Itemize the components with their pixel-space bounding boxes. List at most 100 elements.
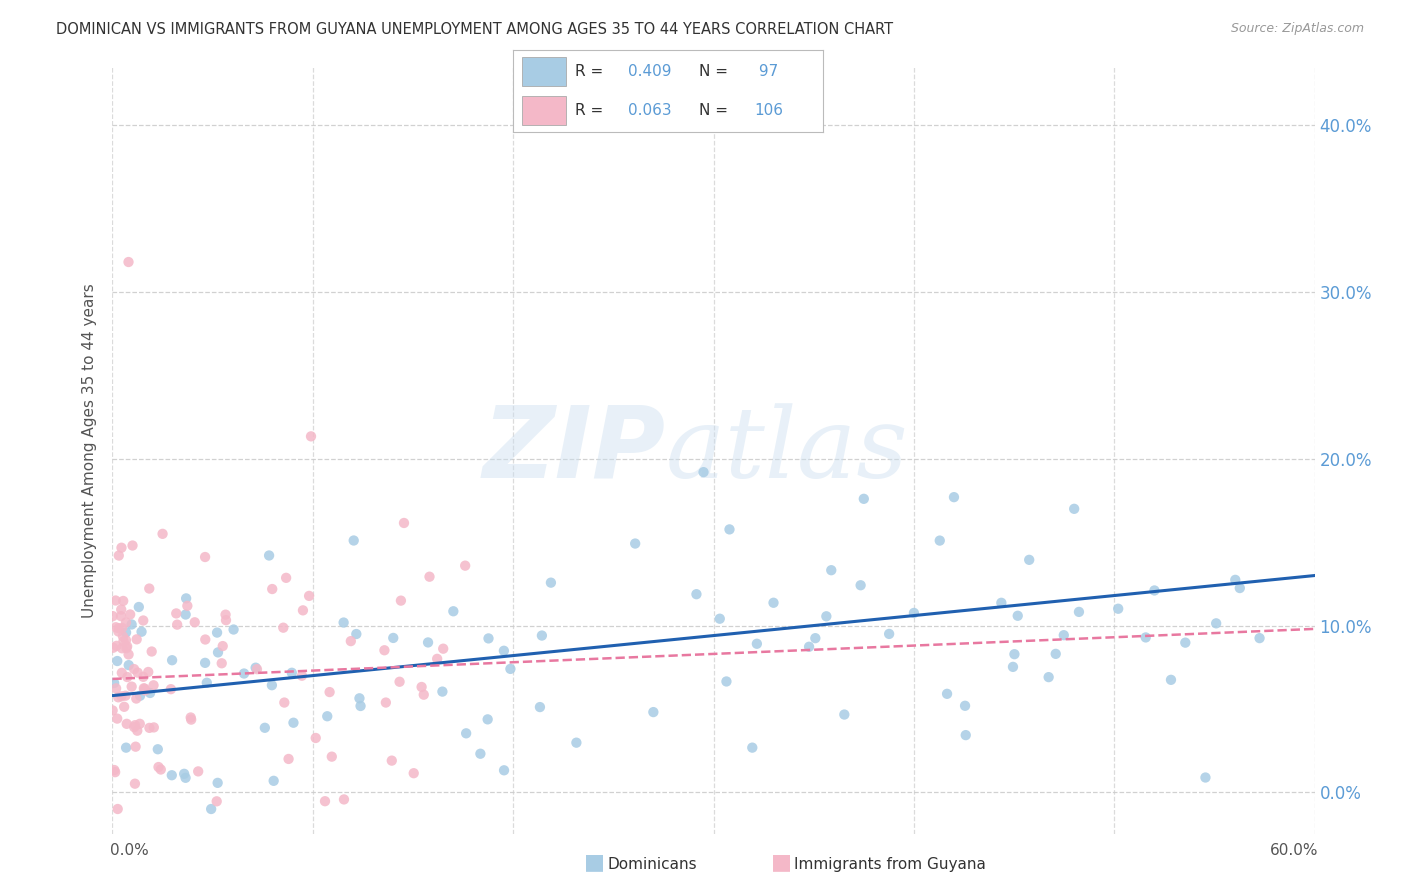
Point xyxy=(211,639,233,653)
Point xyxy=(111,621,134,635)
Point xyxy=(253,721,276,735)
Point xyxy=(1143,583,1166,598)
Point xyxy=(194,632,217,647)
Point xyxy=(121,680,143,694)
Point xyxy=(205,625,228,640)
Point xyxy=(107,802,129,816)
Point xyxy=(142,678,165,692)
Point xyxy=(180,710,202,724)
Point xyxy=(349,691,371,706)
Point xyxy=(112,594,135,608)
Point xyxy=(314,794,336,808)
Point xyxy=(1160,673,1182,687)
Point xyxy=(233,666,256,681)
Point xyxy=(273,696,295,710)
Point xyxy=(111,641,134,656)
Y-axis label: Unemployment Among Ages 35 to 44 years: Unemployment Among Ages 35 to 44 years xyxy=(82,283,97,618)
Point xyxy=(1007,608,1029,623)
Point xyxy=(692,465,714,479)
Point xyxy=(200,802,222,816)
Point xyxy=(174,607,197,622)
Point xyxy=(1067,605,1090,619)
Point xyxy=(107,621,129,635)
Point xyxy=(263,773,285,788)
Point xyxy=(174,591,197,606)
Point xyxy=(103,763,125,777)
Point xyxy=(105,654,128,668)
Point xyxy=(412,688,434,702)
Text: 97: 97 xyxy=(755,64,779,78)
Point xyxy=(127,665,149,680)
Point xyxy=(624,536,647,550)
Point xyxy=(820,563,842,577)
FancyBboxPatch shape xyxy=(523,96,565,126)
Text: R =: R = xyxy=(575,64,609,78)
Point xyxy=(477,712,499,726)
Point xyxy=(402,766,425,780)
Point xyxy=(134,681,156,696)
FancyBboxPatch shape xyxy=(523,56,565,86)
Point xyxy=(477,632,499,646)
Text: 0.409: 0.409 xyxy=(627,64,671,78)
Point xyxy=(1063,501,1085,516)
Point xyxy=(305,731,328,745)
Point xyxy=(432,684,454,698)
Point xyxy=(142,720,165,734)
Point xyxy=(877,627,900,641)
Point xyxy=(271,621,294,635)
Text: N =: N = xyxy=(699,64,733,78)
Point xyxy=(318,685,340,699)
Point xyxy=(246,662,269,676)
Point xyxy=(1045,647,1067,661)
Point xyxy=(115,615,138,630)
Point xyxy=(222,623,245,637)
Point xyxy=(262,582,284,596)
Point xyxy=(128,599,150,614)
Point xyxy=(745,637,768,651)
Text: 106: 106 xyxy=(755,103,783,118)
Point xyxy=(176,599,198,613)
Point xyxy=(834,707,856,722)
Point xyxy=(955,728,977,742)
Point xyxy=(344,627,367,641)
Point xyxy=(1018,553,1040,567)
Text: 0.063: 0.063 xyxy=(627,103,671,118)
Point xyxy=(245,661,267,675)
Point xyxy=(260,678,283,692)
Point xyxy=(1225,573,1247,587)
Point xyxy=(214,607,236,622)
Point xyxy=(105,681,128,696)
Point xyxy=(141,644,163,658)
Point xyxy=(1135,631,1157,645)
Point xyxy=(207,645,229,659)
Point xyxy=(117,670,139,684)
Point xyxy=(321,749,343,764)
Point xyxy=(110,541,132,555)
Point xyxy=(160,653,183,667)
Point xyxy=(103,640,125,655)
Point xyxy=(115,640,138,654)
Text: 0.0%: 0.0% xyxy=(110,843,149,858)
Point xyxy=(115,633,138,648)
Point xyxy=(105,712,128,726)
Point xyxy=(104,620,127,634)
Point xyxy=(132,670,155,684)
Text: R =: R = xyxy=(575,103,609,118)
Point xyxy=(195,675,218,690)
Point xyxy=(165,607,187,621)
Point xyxy=(128,716,150,731)
Point xyxy=(148,760,170,774)
Point xyxy=(685,587,707,601)
Point xyxy=(741,740,763,755)
Point xyxy=(101,703,124,717)
Text: atlas: atlas xyxy=(665,403,908,498)
Point xyxy=(131,624,153,639)
Point xyxy=(110,690,132,704)
Point xyxy=(797,640,820,654)
Point xyxy=(1229,581,1251,595)
Point xyxy=(643,705,665,719)
Point xyxy=(382,631,405,645)
Point xyxy=(281,665,304,680)
Point xyxy=(146,742,169,756)
Text: ZIP: ZIP xyxy=(482,402,665,499)
